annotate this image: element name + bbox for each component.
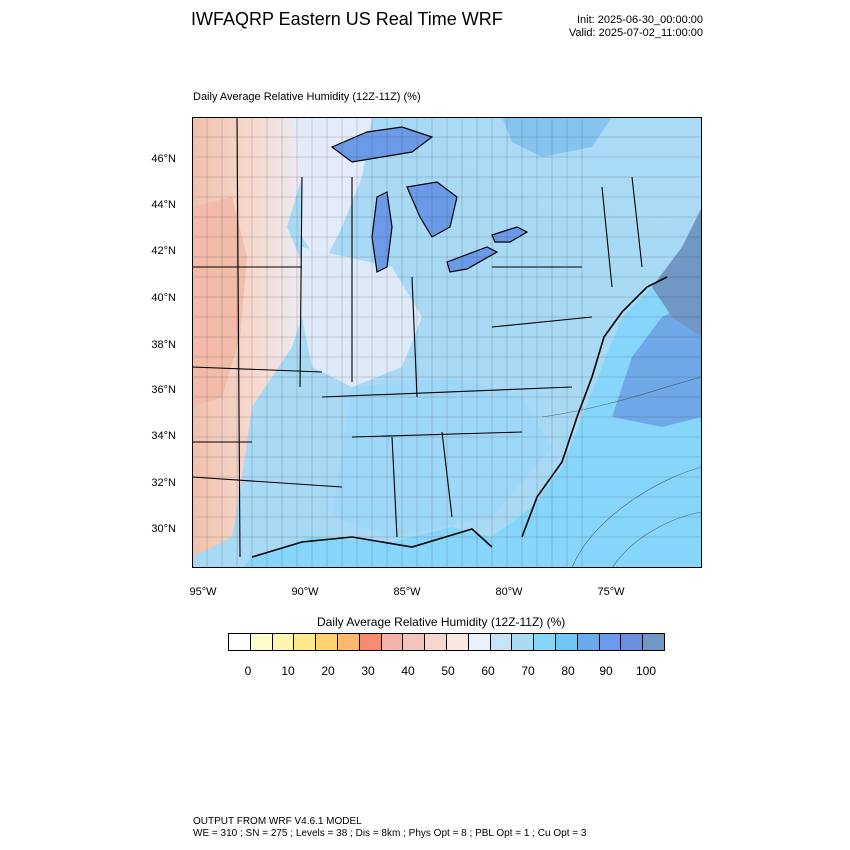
lat-label-32n: 32°N: [151, 477, 176, 489]
colorbar-tick: 50: [441, 664, 455, 678]
state-boundaries: [192, 117, 643, 558]
plot-subtitle: Daily Average Relative Humidity (12Z-11Z…: [193, 91, 421, 103]
county-grid: [192, 117, 702, 568]
colorbar-swatch: [534, 634, 556, 650]
colorbar-tick: 80: [561, 664, 575, 678]
colorbar-tick: 30: [361, 664, 375, 678]
colorbar-swatch: [381, 634, 404, 650]
colorbar-swatch: [294, 634, 317, 650]
colorbar-swatch: [337, 634, 360, 650]
colorbar: [228, 633, 665, 651]
humidity-map: [192, 117, 702, 568]
lat-label-46n: 46°N: [151, 153, 176, 165]
map-border: [192, 117, 702, 568]
ocean-offshore-band: [612, 297, 702, 427]
lon-label-75w: 75°W: [597, 586, 625, 598]
colorbar-swatch: [359, 634, 382, 650]
lat-label-36n: 36°N: [151, 384, 176, 396]
colorbar-swatch: [512, 634, 535, 650]
lake-erie: [446, 246, 499, 273]
lat-label-44n: 44°N: [151, 199, 176, 211]
colorbar-swatch: [272, 634, 295, 650]
colorbar-swatch: [577, 634, 600, 650]
colorbar-tick: 60: [481, 664, 495, 678]
lat-label-40n: 40°N: [151, 292, 176, 304]
gulf-of-mexico: [242, 527, 492, 568]
footer-config-line: WE = 310 ; SN = 275 ; Levels = 38 ; Dis …: [193, 828, 587, 839]
colorbar-tick: 100: [635, 664, 657, 678]
humidity-contours: [541, 376, 702, 568]
colorbar-swatch: [468, 634, 491, 650]
ocean-deep-northeast: [652, 207, 702, 337]
lon-label-90w: 90°W: [291, 586, 319, 598]
init-time: Init: 2025-06-30_00:00:00: [577, 14, 703, 26]
valid-time: Valid: 2025-07-02_11:00:00: [568, 27, 703, 39]
colorbar-tick: 20: [321, 664, 335, 678]
colorbar-swatch: [403, 634, 426, 650]
lat-label-34n: 34°N: [151, 430, 176, 442]
lon-label-80w: 80°W: [495, 586, 523, 598]
main-title: IWFAQRP Eastern US Real Time WRF: [191, 9, 503, 29]
colorbar-swatch: [599, 634, 622, 650]
lon-label-85w: 85°W: [393, 586, 421, 598]
lat-label-30n: 30°N: [151, 523, 176, 535]
colorbar-title: Daily Average Relative Humidity (12Z-11Z…: [317, 615, 566, 629]
atlantic-ocean: [492, 237, 702, 568]
colorbar-swatch: [446, 634, 469, 650]
colorbar-swatch: [316, 634, 338, 650]
plains-pinkish-core: [192, 197, 247, 407]
colorbar-swatch: [621, 634, 644, 650]
colorbar-tick: 90: [599, 664, 613, 678]
footer-model-line: OUTPUT FROM WRF V4.6.1 MODEL: [193, 816, 362, 827]
colorbar-swatch: [425, 634, 447, 650]
colorbar-tick: 10: [281, 664, 295, 678]
colorbar-swatch: [229, 634, 251, 650]
lon-label-95w: 95°W: [189, 586, 217, 598]
lat-label-38n: 38°N: [151, 339, 176, 351]
coastline: [251, 276, 668, 558]
colorbar-swatch: [490, 634, 513, 650]
lat-label-42n: 42°N: [151, 245, 176, 257]
colorbar-tick: 0: [244, 664, 252, 678]
colorbar-swatch: [643, 634, 664, 650]
colorbar-swatch: [555, 634, 578, 650]
colorbar-swatch: [250, 634, 273, 650]
colorbar-tick: 40: [401, 664, 415, 678]
colorbar-tick: 70: [521, 664, 535, 678]
